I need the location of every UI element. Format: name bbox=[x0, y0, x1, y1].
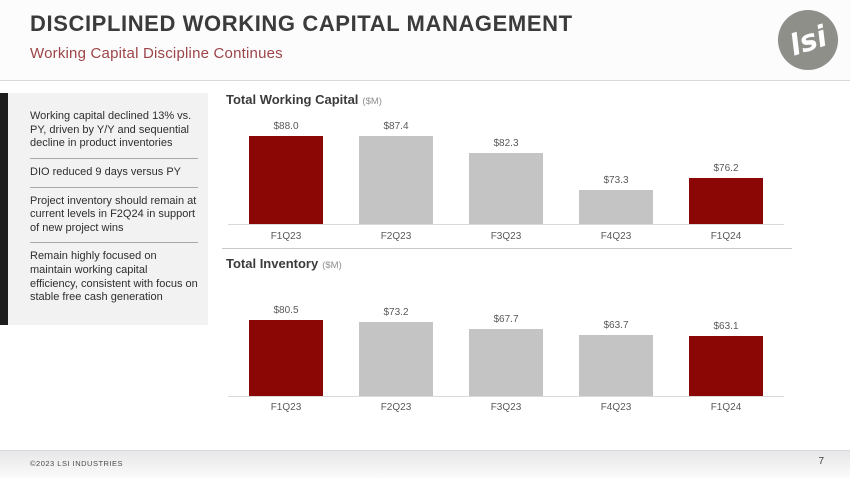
lsi-logo-icon: lsi bbox=[777, 9, 839, 71]
commentary-item: Remain highly focused on maintain workin… bbox=[30, 242, 198, 312]
category-label: F1Q23 bbox=[270, 402, 302, 413]
bar-group-F3Q23: $82.3 bbox=[451, 121, 561, 224]
category-label: F3Q23 bbox=[490, 402, 522, 413]
bar-group-F2Q23: $87.4 bbox=[341, 121, 451, 224]
bar-value-label: $76.2 bbox=[713, 162, 739, 174]
section-divider bbox=[222, 248, 792, 249]
bar-value-label: $63.1 bbox=[713, 320, 739, 332]
working-capital-x-axis: F1Q23 F2Q23 F3Q23 F4Q23 F1Q24 bbox=[228, 231, 784, 242]
copyright-text: ©2023 LSI INDUSTRIES bbox=[30, 459, 124, 468]
bar-group-F3Q23: $67.7 bbox=[451, 305, 561, 396]
category-label: F4Q23 bbox=[600, 231, 632, 242]
chart-unit-label: ($M) bbox=[362, 96, 382, 107]
bar bbox=[579, 334, 653, 396]
bar bbox=[689, 177, 763, 224]
category-label: F3Q23 bbox=[490, 231, 522, 242]
page-subtitle: Working Capital Discipline Continues bbox=[30, 45, 283, 62]
category-label: F2Q23 bbox=[380, 402, 412, 413]
working-capital-bar-chart: $88.0 $87.4 $82.3 $73.3 $76.2 bbox=[228, 121, 784, 225]
chart-title-working-capital: Total Working Capital ($M) bbox=[226, 92, 382, 107]
inventory-x-axis: F1Q23 F2Q23 F3Q23 F4Q23 F1Q24 bbox=[228, 402, 784, 413]
bar bbox=[249, 320, 323, 396]
bar-value-label: $63.7 bbox=[603, 319, 629, 331]
page-title: DISCIPLINED WORKING CAPITAL MANAGEMENT bbox=[30, 11, 573, 36]
bar-value-label: $80.5 bbox=[273, 305, 299, 316]
bar-value-label: $73.3 bbox=[603, 174, 629, 186]
slide-header: DISCIPLINED WORKING CAPITAL MANAGEMENT W… bbox=[0, 0, 850, 81]
bar bbox=[469, 329, 543, 396]
bar bbox=[359, 136, 433, 224]
category-label: F1Q23 bbox=[270, 231, 302, 242]
category-label: F1Q24 bbox=[710, 231, 742, 242]
commentary-panel: Working capital declined 13% vs. PY, dri… bbox=[0, 93, 208, 325]
bar-value-label: $88.0 bbox=[273, 121, 299, 132]
bar-value-label: $87.4 bbox=[383, 121, 409, 132]
bar-group-F1Q24: $76.2 bbox=[671, 121, 781, 224]
chart-title-text: Total Inventory bbox=[226, 256, 319, 271]
bar bbox=[359, 321, 433, 396]
commentary-item: DIO reduced 9 days versus PY bbox=[30, 157, 198, 187]
category-label: F1Q24 bbox=[710, 402, 742, 413]
bar bbox=[579, 189, 653, 224]
bar-value-label: $67.7 bbox=[493, 314, 519, 326]
bar-group-F2Q23: $73.2 bbox=[341, 305, 451, 396]
commentary-item: Project inventory should remain at curre… bbox=[30, 186, 198, 243]
bar-value-label: $73.2 bbox=[383, 306, 409, 318]
bar-group-F1Q23: $80.5 bbox=[231, 305, 341, 396]
category-label: F4Q23 bbox=[600, 402, 632, 413]
slide-footer: ©2023 LSI INDUSTRIES 7 bbox=[0, 450, 850, 478]
bar bbox=[249, 136, 323, 224]
bar-group-F1Q23: $88.0 bbox=[231, 121, 341, 224]
chart-unit-label: ($M) bbox=[322, 260, 342, 271]
commentary-item: Working capital declined 13% vs. PY, dri… bbox=[30, 110, 192, 150]
category-label: F2Q23 bbox=[380, 231, 412, 242]
chart-title-inventory: Total Inventory ($M) bbox=[226, 256, 342, 271]
bar-group-F1Q24: $63.1 bbox=[671, 305, 781, 396]
page-number: 7 bbox=[818, 456, 824, 467]
bar bbox=[689, 335, 763, 396]
bar-value-label: $82.3 bbox=[493, 137, 519, 149]
bar-group-F4Q23: $63.7 bbox=[561, 305, 671, 396]
chart-title-text: Total Working Capital bbox=[226, 92, 359, 107]
inventory-bar-chart: $80.5 $73.2 $67.7 $63.7 $63.1 bbox=[228, 305, 784, 397]
bar bbox=[469, 152, 543, 224]
bar-group-F4Q23: $73.3 bbox=[561, 121, 671, 224]
